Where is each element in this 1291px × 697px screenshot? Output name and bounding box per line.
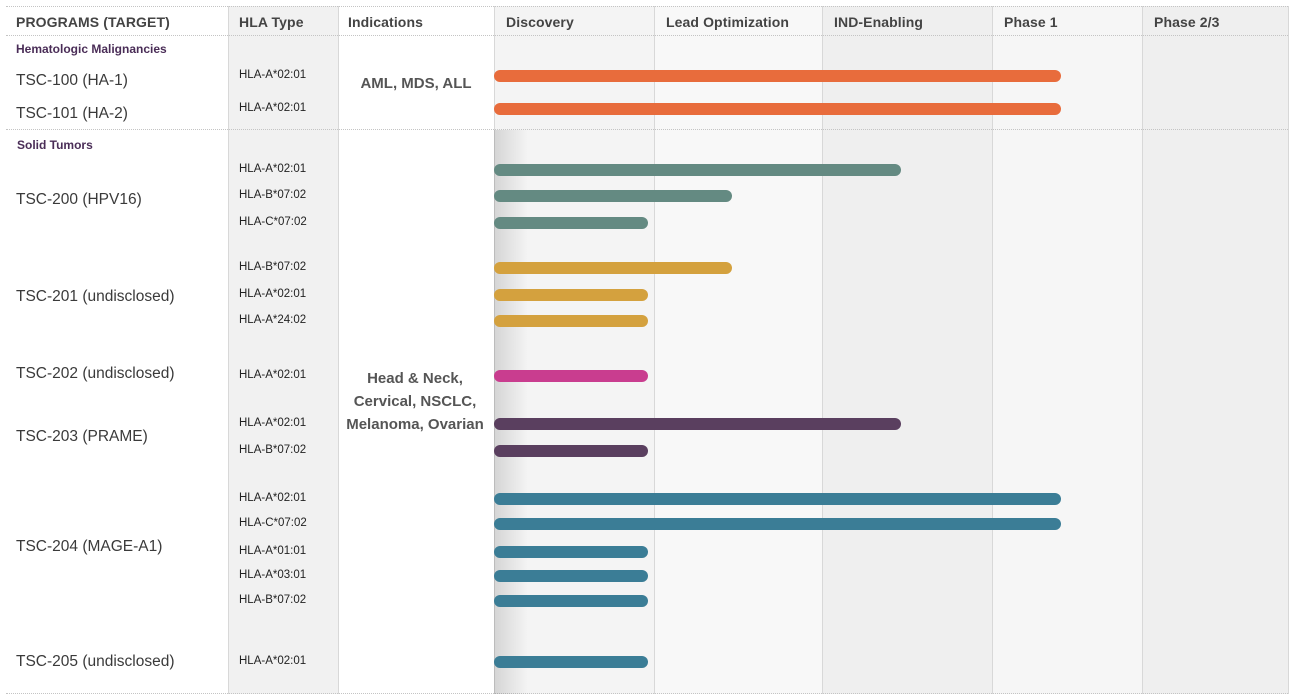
hla-type-label: HLA-C*07:02 (239, 517, 307, 529)
progress-bar (494, 518, 1061, 530)
hla-type-label: HLA-A*03:01 (239, 569, 307, 581)
hla-type-label: HLA-A*02:01 (239, 369, 307, 381)
hla-type-label: HLA-C*07:02 (239, 216, 307, 228)
column-divider (822, 6, 823, 694)
column-divider (654, 6, 655, 694)
hla-type-label: HLA-A*02:01 (239, 163, 307, 175)
hla-type-label: HLA-B*07:02 (239, 594, 307, 606)
hla-header: HLA Type (239, 14, 304, 30)
section-title-hematologic: Hematologic Malignancies (16, 42, 167, 56)
program-name: TSC-202 (undisclosed) (16, 365, 175, 382)
stage-header-ind-enabling: IND-Enabling (834, 14, 924, 30)
column-divider (1142, 6, 1143, 694)
column-background (228, 6, 338, 694)
program-name: TSC-201 (undisclosed) (16, 288, 175, 305)
hla-type-label: HLA-B*07:02 (239, 189, 307, 201)
progress-bar (494, 493, 1061, 505)
column-divider (494, 6, 495, 694)
column-background (338, 6, 494, 694)
hla-type-label: HLA-A*02:01 (239, 102, 307, 114)
progress-bar (494, 103, 1061, 115)
column-divider (1288, 6, 1289, 694)
section-title-solid-tumors: Solid Tumors (17, 138, 93, 152)
progress-bar (494, 70, 1061, 82)
row-divider (6, 693, 1288, 694)
hla-type-label: HLA-B*07:02 (239, 444, 307, 456)
hla-type-label: HLA-A*02:01 (239, 655, 307, 667)
row-divider (6, 129, 1288, 130)
column-divider (228, 6, 229, 694)
progress-bar (494, 445, 648, 457)
hla-type-label: HLA-B*07:02 (239, 261, 307, 273)
indications-header: Indications (348, 14, 423, 30)
stage-header-phase-2-3: Phase 2/3 (1154, 14, 1220, 30)
column-background (654, 6, 822, 694)
program-name: TSC-204 (MAGE-A1) (16, 538, 163, 555)
row-divider (6, 35, 1288, 36)
hla-type-label: HLA-A*02:01 (239, 417, 307, 429)
column-divider (992, 6, 993, 694)
program-name: TSC-200 (HPV16) (16, 191, 142, 208)
hla-type-label: HLA-A*02:01 (239, 69, 307, 81)
program-name: TSC-101 (HA-2) (16, 105, 128, 122)
progress-bar (494, 190, 732, 202)
progress-bar (494, 418, 901, 430)
progress-bar (494, 315, 648, 327)
program-name: TSC-100 (HA-1) (16, 72, 128, 89)
stage-header-discovery: Discovery (506, 14, 574, 30)
hla-type-label: HLA-A*24:02 (239, 314, 307, 326)
progress-bar (494, 546, 648, 558)
indication-solid-tumors: Head & Neck, Cervical, NSCLC, Melanoma, … (346, 370, 484, 433)
progress-bar (494, 595, 648, 607)
progress-bar (494, 570, 648, 582)
stage-header-lead-optimization: Lead Optimization (666, 14, 790, 30)
column-background (992, 6, 1142, 694)
program-name: TSC-205 (undisclosed) (16, 653, 175, 670)
row-divider (6, 6, 1288, 7)
column-background (822, 6, 992, 694)
progress-bar (494, 656, 648, 668)
hla-type-label: HLA-A*01:01 (239, 545, 307, 557)
column-background (6, 6, 228, 694)
column-divider (338, 6, 339, 694)
progress-bar (494, 289, 648, 301)
progress-bar (494, 262, 732, 274)
progress-bar (494, 370, 648, 382)
progress-bar (494, 164, 901, 176)
hla-type-label: HLA-A*02:01 (239, 492, 307, 504)
progress-bar (494, 217, 648, 229)
hla-type-label: HLA-A*02:01 (239, 288, 307, 300)
indication-hematologic: AML, MDS, ALL (360, 75, 472, 92)
program-name: TSC-203 (PRAME) (16, 428, 148, 445)
column-background (1142, 6, 1288, 694)
programs-header: PROGRAMS (TARGET) (16, 14, 170, 30)
stage-header-phase-1: Phase 1 (1004, 14, 1058, 30)
